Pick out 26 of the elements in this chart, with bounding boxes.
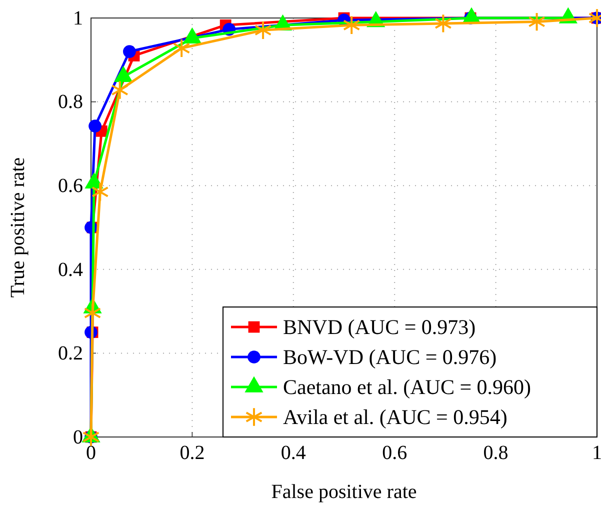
- point: [88, 120, 102, 133]
- point: [528, 12, 546, 32]
- point: [342, 15, 360, 35]
- y-tick-label: 0.4: [58, 258, 83, 281]
- x-tick-label: 0.8: [483, 442, 508, 464]
- x-axis-title: False positive rate: [271, 481, 417, 503]
- x-tick-label: 0.2: [180, 442, 205, 464]
- point: [172, 38, 190, 58]
- legend-label: Avila et al. (AUC = 0.954): [283, 405, 508, 429]
- y-tick-label: 0.6: [58, 175, 83, 197]
- legend-label: Caetano et al. (AUC = 0.960): [283, 375, 532, 399]
- point: [111, 80, 128, 100]
- y-tick-label: 1: [73, 7, 83, 30]
- y-axis-title: True positive rate: [7, 157, 29, 298]
- y-tick-label: 0.8: [58, 91, 83, 114]
- x-tick-label: 0.6: [382, 442, 408, 464]
- legend-label: BoW-VD (AUC = 0.976): [283, 345, 497, 369]
- x-tick-label: 0.4: [280, 442, 306, 464]
- point: [91, 182, 109, 202]
- x-tick-label: 1: [592, 442, 601, 464]
- point: [123, 45, 136, 58]
- point: [434, 14, 452, 34]
- legend-label: BNVD (AUC = 0.973): [283, 315, 476, 339]
- point: [254, 20, 272, 40]
- y-tick-label: 0.2: [58, 342, 83, 365]
- y-tick-label: 0: [73, 426, 83, 448]
